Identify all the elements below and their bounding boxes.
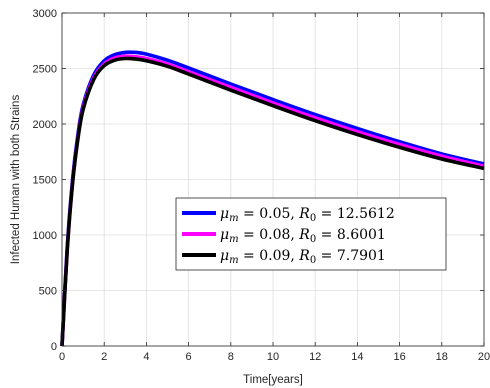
x-tick-label: 10 — [267, 351, 279, 363]
series-lines — [60, 50, 485, 347]
x-tick-label: 4 — [143, 351, 149, 363]
x-axis-label: Time[years] — [243, 374, 303, 386]
legend: μm = 0.05, R0 = 12.5612 μm = 0.08, R0 = 8… — [175, 197, 447, 271]
legend-box — [175, 197, 447, 271]
x-tick-label: 12 — [309, 351, 321, 363]
y-tick-label: 2500 — [33, 64, 57, 76]
legend-entry-1: μm = 0.05, R0 = 12.5612 — [220, 206, 395, 224]
x-tick-label: 14 — [351, 351, 363, 363]
axis-ticks: 0 2 4 6 8 10 12 14 16 18 20 0 500 1000 1500 2000 2500 300… — [33, 8, 490, 363]
y-tick-label: 1000 — [33, 230, 57, 242]
y-tick-label: 3000 — [33, 8, 57, 20]
x-tick-label: 18 — [436, 351, 448, 363]
legend-entry-2: μm = 0.08, R0 = 8.6001 — [220, 227, 386, 245]
series-line-3 — [60, 56, 485, 347]
x-tick-label: 6 — [186, 351, 192, 363]
y-tick-label: 500 — [39, 286, 57, 298]
y-tick-label: 0 — [51, 341, 57, 353]
x-tick-label: 16 — [393, 351, 405, 363]
y-axis-label: Infected Human with both Strains — [10, 95, 22, 265]
y-tick-label: 1500 — [33, 175, 57, 187]
x-tick-label: 0 — [59, 351, 65, 363]
y-tick-label: 2000 — [33, 119, 57, 131]
x-tick-label: 2 — [101, 351, 107, 363]
x-tick-label: 8 — [228, 351, 234, 363]
legend-entry-3: μm = 0.09, R0 = 7.7901 — [220, 248, 386, 266]
x-tick-label: 20 — [478, 351, 490, 363]
